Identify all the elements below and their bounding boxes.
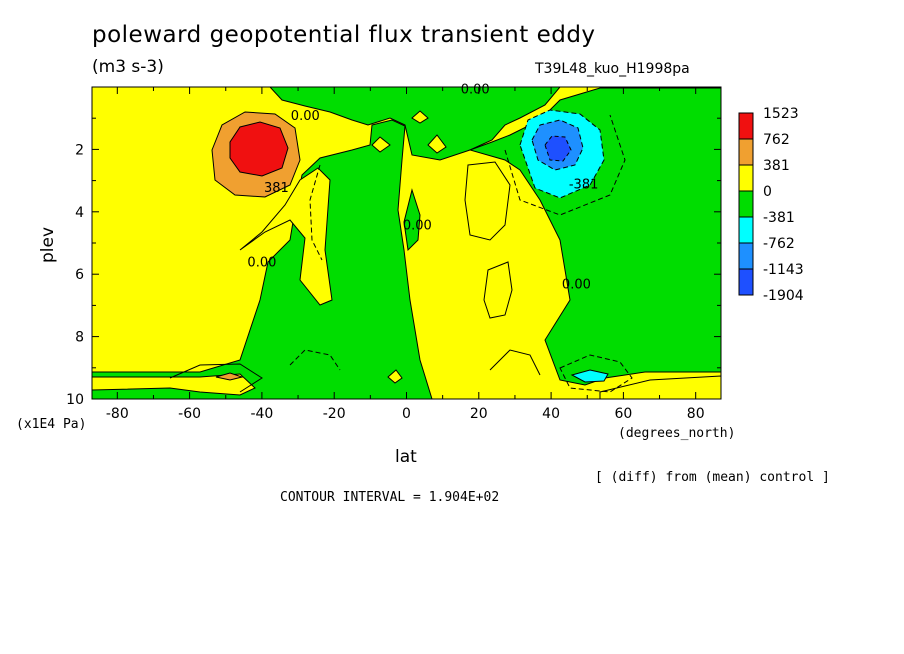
colorbar-swatch bbox=[738, 112, 754, 140]
fill-deepblue-min bbox=[544, 135, 572, 162]
fill-yellow-island-ne bbox=[464, 161, 511, 241]
x-tick-label: 20 bbox=[470, 406, 488, 422]
run-label: T39L48_kuo_H1998pa bbox=[535, 61, 690, 77]
fill-green-top bbox=[269, 87, 561, 161]
x-tick-label: -40 bbox=[250, 406, 273, 422]
contour-line-dashed-4 bbox=[559, 354, 633, 393]
fill-yellow-island-mid bbox=[483, 261, 513, 319]
contour-label: -381 bbox=[569, 178, 599, 193]
colorbar-label: 1523 bbox=[763, 106, 799, 122]
colorbar-swatch bbox=[738, 164, 754, 192]
contour-fill bbox=[92, 87, 721, 399]
y-tick-label: 10 bbox=[66, 392, 84, 408]
contour-line-dashed-1 bbox=[309, 164, 323, 261]
colorbar-label: 381 bbox=[763, 158, 790, 174]
x-axis-units: (degrees_north) bbox=[618, 426, 736, 441]
x-tick-label: 80 bbox=[687, 406, 705, 422]
y-axis-units: (x1E4 Pa) bbox=[16, 417, 87, 432]
contour-line-small-1 bbox=[371, 136, 391, 153]
fill-yellow-island-sw bbox=[239, 167, 333, 306]
axis-ticks: -80 -60 -40 -20 0 20 40 60 80 2 4 6 8 10 bbox=[66, 87, 721, 422]
colorbar-swatch bbox=[738, 268, 754, 296]
colorbar-label: -762 bbox=[763, 236, 795, 252]
y-tick-label: 2 bbox=[75, 142, 84, 158]
chart-title: poleward geopotential flux transient edd… bbox=[92, 22, 596, 48]
x-tick-label: -80 bbox=[106, 406, 129, 422]
contour-line-dashed-2 bbox=[504, 114, 626, 216]
colorbar-label: 0 bbox=[763, 184, 772, 200]
contour-line-solid-1 bbox=[169, 363, 263, 393]
fill-green-equator-tongue bbox=[403, 188, 421, 252]
diff-note: [ (diff) from (mean) control ] bbox=[595, 470, 830, 485]
y-tick-label: 4 bbox=[75, 205, 84, 221]
colorbar-swatch bbox=[738, 190, 754, 218]
fill-red-max bbox=[229, 121, 289, 177]
contour-line-small-4 bbox=[387, 369, 403, 384]
contour-line-small-2 bbox=[427, 134, 447, 154]
colorbar-label: -1904 bbox=[763, 288, 804, 304]
fill-yellow-bottom-band bbox=[92, 373, 256, 396]
colorbar: 1523 762 381 0 -381 -762 -1143 -1904 bbox=[738, 106, 804, 304]
contour-label: 0.00 bbox=[291, 109, 320, 124]
contour-label: 0.00 bbox=[403, 218, 432, 233]
colorbar-label: -381 bbox=[763, 210, 795, 226]
fill-yellow-bottom-east bbox=[599, 375, 721, 399]
colorbar-label: -1143 bbox=[763, 262, 804, 278]
fill-orange-bottom-spot bbox=[215, 372, 244, 381]
contour-label: 0.00 bbox=[562, 278, 591, 293]
contour-line-small-3 bbox=[411, 110, 429, 124]
colorbar-label: 762 bbox=[763, 132, 790, 148]
contour-label: 0.00 bbox=[461, 83, 490, 98]
fill-cyan-bottom bbox=[570, 369, 609, 383]
y-tick-label: 8 bbox=[75, 330, 84, 346]
x-tick-label: 40 bbox=[542, 406, 560, 422]
contour-labels: 0.00 0.00 381 0.00 0.00 0.00 -381 bbox=[247, 83, 598, 293]
contour-label: 0.00 bbox=[247, 256, 276, 271]
x-tick-label: 0 bbox=[402, 406, 411, 422]
x-tick-label: -20 bbox=[323, 406, 346, 422]
colorbar-swatch bbox=[738, 216, 754, 244]
y-tick-label: 6 bbox=[75, 267, 84, 283]
contour-interval: CONTOUR INTERVAL = 1.904E+02 bbox=[280, 490, 500, 505]
x-axis-label: lat bbox=[395, 447, 417, 467]
x-tick-label: 60 bbox=[614, 406, 632, 422]
contour-label: 381 bbox=[264, 181, 289, 196]
colorbar-swatch bbox=[738, 242, 754, 270]
x-tick-label: -60 bbox=[178, 406, 201, 422]
fill-green-west bbox=[92, 119, 433, 399]
colorbar-swatch bbox=[738, 138, 754, 166]
contour-line-solid-2 bbox=[489, 349, 541, 376]
contour-line-dashed-3 bbox=[289, 349, 341, 371]
chart-units: (m3 s-3) bbox=[92, 57, 164, 77]
